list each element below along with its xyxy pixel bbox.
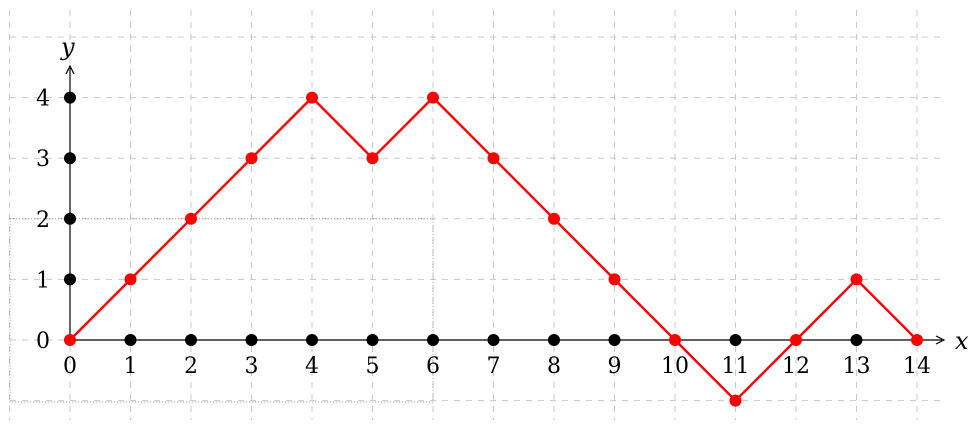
path-point bbox=[427, 91, 439, 104]
x-axis-point bbox=[245, 334, 258, 346]
x-tick-label: 6 bbox=[426, 354, 440, 379]
y-axis-title: y bbox=[60, 33, 75, 61]
x-tick-label: 14 bbox=[903, 354, 931, 379]
y-axis-point bbox=[64, 212, 76, 225]
path-point bbox=[245, 152, 258, 165]
y-axis-point bbox=[64, 152, 76, 165]
y-tick-label: 3 bbox=[36, 147, 50, 172]
path-point bbox=[850, 273, 863, 286]
path-point bbox=[185, 212, 197, 225]
path-point bbox=[729, 394, 742, 407]
x-axis-point bbox=[608, 334, 621, 346]
x-tick-label: 0 bbox=[63, 354, 77, 379]
x-tick-label: 3 bbox=[245, 354, 259, 379]
y-axis-point bbox=[64, 91, 76, 104]
y-tick-label: 2 bbox=[36, 208, 50, 233]
path-point bbox=[64, 334, 76, 346]
path-point bbox=[306, 91, 318, 104]
y-tick-label: 1 bbox=[36, 268, 50, 293]
x-tick-label: 1 bbox=[124, 354, 138, 379]
x-tick-label: 4 bbox=[305, 354, 319, 379]
y-tick-label: 4 bbox=[36, 87, 50, 112]
point-layer bbox=[64, 91, 923, 407]
x-axis-point bbox=[185, 334, 197, 346]
x-axis-point bbox=[306, 334, 318, 346]
x-tick-label: 8 bbox=[547, 354, 561, 379]
x-axis-point bbox=[729, 334, 742, 346]
path-point bbox=[669, 334, 681, 346]
x-tick-label: 11 bbox=[722, 354, 750, 379]
x-axis-point bbox=[487, 334, 500, 346]
path-point bbox=[608, 273, 621, 286]
axes bbox=[65, 64, 946, 345]
y-tick-label: 0 bbox=[36, 329, 50, 354]
path-point bbox=[487, 152, 500, 165]
x-axis-point bbox=[850, 334, 863, 346]
path-point bbox=[366, 152, 379, 165]
x-tick-label: 10 bbox=[661, 354, 689, 379]
x-tick-label: 7 bbox=[487, 354, 501, 379]
x-axis-point bbox=[124, 334, 137, 346]
x-axis-point bbox=[427, 334, 439, 346]
y-axis-point bbox=[64, 273, 76, 286]
x-tick-label: 5 bbox=[366, 354, 380, 379]
x-tick-label: 2 bbox=[184, 354, 198, 379]
x-axis-arrow bbox=[935, 335, 946, 345]
x-tick-label: 9 bbox=[608, 354, 622, 379]
path-point bbox=[548, 212, 560, 225]
x-axis-point bbox=[366, 334, 379, 346]
path-point bbox=[124, 273, 137, 286]
path-point bbox=[790, 334, 802, 346]
path-point bbox=[911, 334, 923, 346]
y-axis-arrow bbox=[65, 64, 75, 75]
x-axis-title: x bbox=[955, 327, 969, 355]
x-tick-label: 13 bbox=[843, 354, 871, 379]
x-axis-point bbox=[548, 334, 560, 346]
x-tick-label: 12 bbox=[782, 354, 810, 379]
